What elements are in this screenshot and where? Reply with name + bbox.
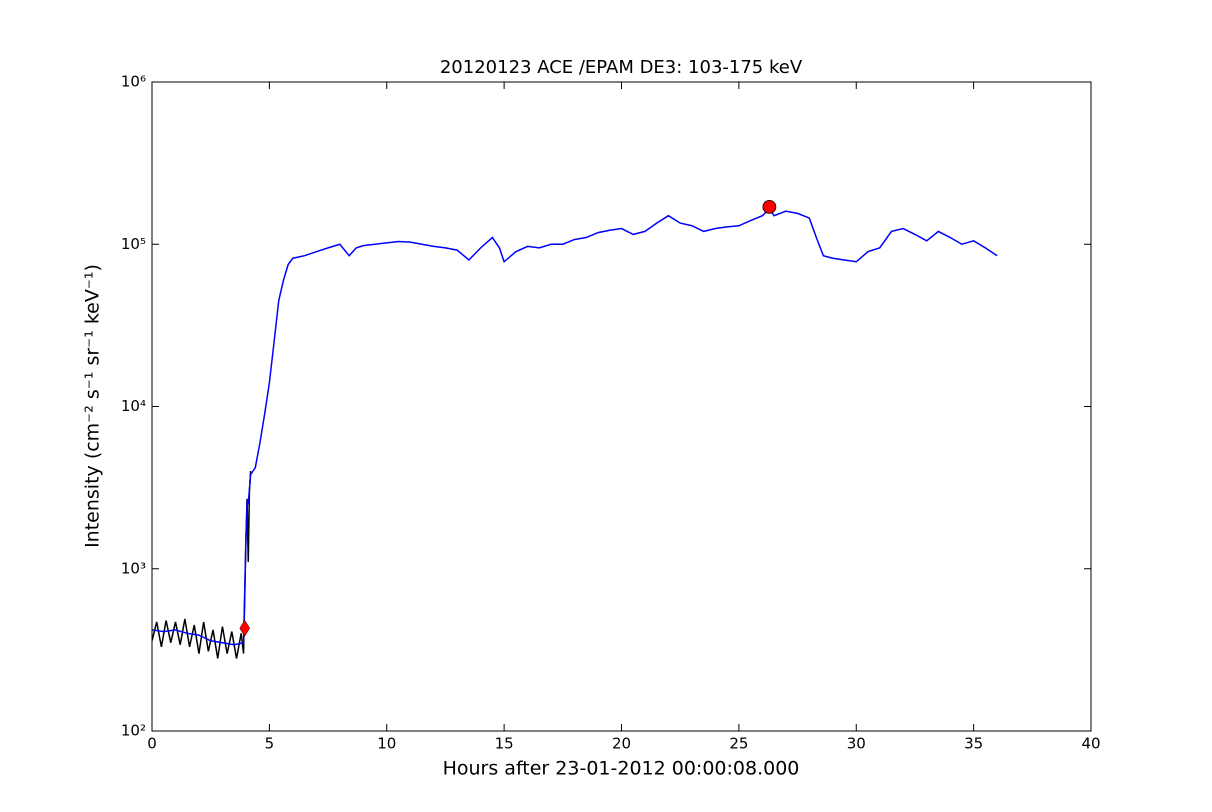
- data-line: [151, 207, 998, 646]
- y-tick-label: 10⁵: [121, 235, 146, 253]
- x-tick-label: 10: [377, 735, 396, 753]
- x-tick-label: 30: [847, 735, 866, 753]
- plot-frame: [151, 81, 1092, 732]
- x-tick-label: 5: [265, 735, 275, 753]
- x-tick-label: 35: [964, 735, 983, 753]
- x-tick-label: 0: [147, 735, 157, 753]
- y-tick-label: 10⁶: [121, 73, 146, 91]
- y-tick-label: 10⁴: [121, 397, 146, 415]
- x-tick-label: 20: [612, 735, 631, 753]
- x-tick-label: 40: [1081, 735, 1100, 753]
- marker-diamond: [239, 619, 251, 637]
- chart-title: 20120123 ACE /EPAM DE3: 103-175 keV: [440, 57, 803, 78]
- data-line: [151, 471, 252, 659]
- marker-circle: [762, 199, 777, 214]
- x-tick-label: 15: [495, 735, 514, 753]
- x-tick-label: 25: [729, 735, 748, 753]
- y-axis-title: Intensity (cm⁻² s⁻¹ sr⁻¹ keV⁻¹): [82, 264, 104, 548]
- y-tick-label: 10²: [121, 722, 146, 740]
- x-axis-title: Hours after 23-01-2012 00:00:08.000: [443, 758, 800, 780]
- y-tick-label: 10³: [121, 559, 146, 577]
